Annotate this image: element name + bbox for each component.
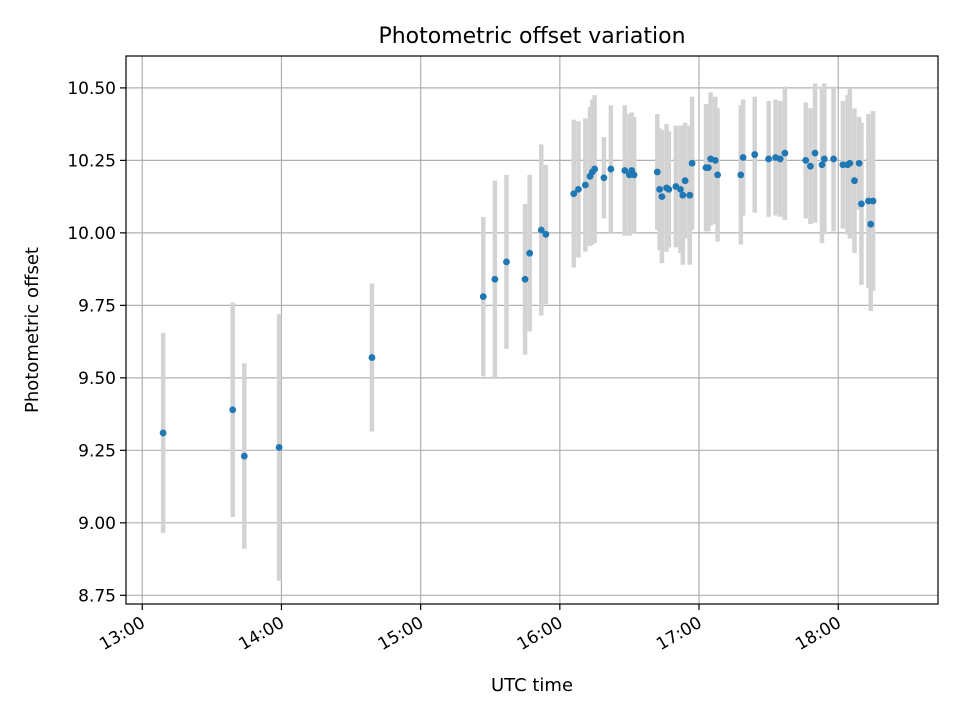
data-point: [621, 167, 629, 174]
data-point: [229, 406, 237, 414]
data-point: [869, 197, 877, 205]
data-point: [688, 159, 696, 167]
y-tick-label: 9.50: [78, 369, 116, 389]
data-point: [867, 220, 875, 228]
plot-frame: [125, 55, 939, 605]
y-tick-label: 10.00: [67, 224, 116, 244]
data-point: [607, 165, 615, 173]
data-point: [739, 154, 747, 161]
data-point: [686, 191, 694, 199]
data-point: [737, 171, 745, 179]
y-tick-label: 9.75: [78, 296, 116, 316]
data-point: [591, 165, 599, 173]
y-tick-label: 9.25: [78, 441, 116, 461]
data-point: [677, 185, 684, 193]
data-points: [159, 149, 877, 460]
data-point: [781, 149, 789, 157]
data-point: [581, 181, 589, 189]
data-point: [711, 156, 719, 164]
data-point: [521, 275, 529, 283]
data-point: [704, 164, 712, 172]
data-point: [479, 293, 487, 301]
data-point: [751, 151, 759, 158]
data-point: [776, 155, 784, 163]
data-point: [575, 185, 582, 193]
data-point: [240, 452, 248, 460]
data-point: [818, 161, 826, 169]
data-point: [855, 159, 863, 167]
chart-title: Photometric offset variation: [378, 24, 685, 49]
data-point: [765, 155, 773, 163]
y-tick-label: 9.00: [78, 514, 116, 534]
data-point: [491, 275, 499, 283]
data-point: [570, 190, 578, 198]
y-tick-label: 10.50: [67, 79, 116, 99]
data-point: [665, 185, 673, 193]
data-point: [368, 354, 376, 361]
data-point: [802, 156, 810, 164]
data-point: [542, 230, 550, 238]
data-point: [679, 191, 687, 199]
data-point: [820, 155, 828, 163]
data-point: [811, 149, 819, 157]
data-point: [503, 258, 510, 266]
data-point: [600, 174, 608, 182]
data-point: [658, 193, 666, 201]
data-point: [526, 249, 534, 257]
data-point: [851, 177, 858, 185]
data-point: [653, 168, 661, 176]
data-point: [537, 226, 545, 234]
data-point: [159, 429, 167, 437]
data-point: [275, 444, 283, 451]
data-point: [681, 177, 689, 185]
data-point: [630, 171, 638, 179]
y-tick-label: 10.25: [67, 151, 116, 171]
x-axis-label: UTC time: [491, 675, 573, 696]
data-point: [830, 155, 837, 163]
data-point: [656, 185, 663, 193]
data-point: [807, 162, 814, 170]
y-tick-label: 8.75: [78, 586, 116, 606]
y-axis-label: Photometric offset: [22, 247, 43, 413]
data-point: [846, 159, 854, 167]
data-point: [714, 171, 721, 179]
grid: [126, 56, 938, 604]
data-point: [858, 200, 865, 208]
